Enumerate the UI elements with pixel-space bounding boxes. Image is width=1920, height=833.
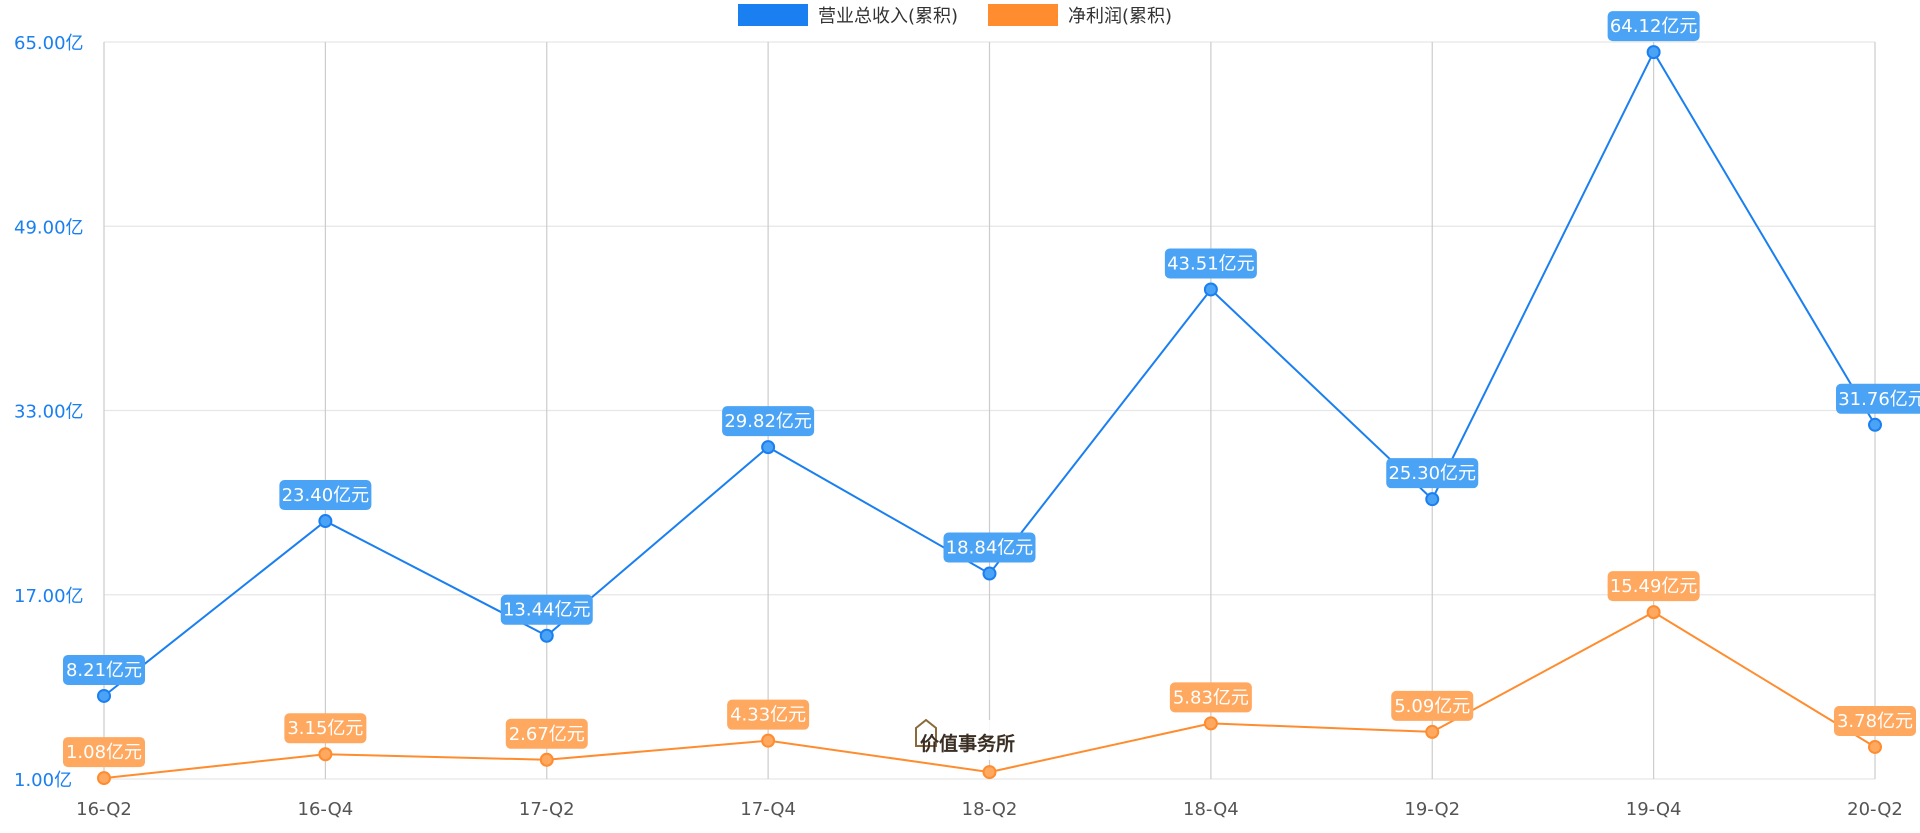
legend-label: 净利润(累积) bbox=[1068, 6, 1172, 27]
data-point bbox=[761, 440, 776, 455]
data-label-box bbox=[500, 594, 593, 625]
data-label-box bbox=[722, 406, 815, 437]
data-point bbox=[318, 747, 333, 762]
data-point bbox=[1203, 716, 1218, 731]
data-label: 4.33亿元 bbox=[730, 705, 806, 726]
data-point bbox=[1425, 724, 1440, 739]
watermark: 价值事务所 bbox=[910, 718, 1022, 760]
data-label-box bbox=[63, 654, 145, 685]
data-label: 2.67亿元 bbox=[509, 724, 585, 745]
y-tick-label: 65.00亿 bbox=[14, 33, 84, 54]
data-label: 13.44亿元 bbox=[503, 600, 591, 621]
x-tick-label: 20-Q2 bbox=[1847, 799, 1903, 820]
data-point bbox=[1646, 605, 1661, 620]
x-tick-label: 16-Q2 bbox=[76, 799, 132, 820]
house-icon bbox=[915, 718, 937, 747]
data-point bbox=[539, 628, 554, 643]
data-point bbox=[1646, 45, 1661, 60]
watermark-background bbox=[910, 720, 1022, 760]
data-label: 64.12亿元 bbox=[1610, 16, 1698, 37]
legend-swatch bbox=[988, 4, 1058, 26]
data-label-box bbox=[1836, 383, 1920, 414]
y-tick-label: 49.00亿 bbox=[14, 217, 84, 238]
x-tick-label: 17-Q2 bbox=[519, 799, 575, 820]
y-tick-label: 33.00亿 bbox=[14, 402, 84, 423]
data-label-box bbox=[1169, 682, 1252, 713]
x-axis: 16-Q2 16-Q4 17-Q2 17-Q4 18-Q2 18-Q4 19-Q2 19-Q4… bbox=[76, 799, 1903, 820]
watermark-text: 价值事务所 bbox=[920, 732, 1015, 755]
y-tick-label: 1.00亿 bbox=[14, 770, 72, 791]
data-label-box bbox=[1391, 690, 1474, 721]
x-tick-label: 19-Q2 bbox=[1404, 799, 1460, 820]
x-tick-label: 18-Q2 bbox=[962, 799, 1018, 820]
legend-swatch bbox=[738, 4, 808, 26]
x-tick-label: 19-Q4 bbox=[1626, 799, 1682, 820]
data-label-box bbox=[505, 718, 588, 749]
data-label-box bbox=[727, 699, 810, 730]
data-label-box bbox=[279, 480, 372, 511]
data-point bbox=[982, 566, 997, 581]
data-label: 25.30亿元 bbox=[1388, 463, 1476, 484]
data-point bbox=[97, 771, 111, 786]
x-tick-label: 17-Q4 bbox=[740, 799, 796, 820]
data-label-box bbox=[1607, 571, 1700, 602]
data-label: 18.84亿元 bbox=[946, 538, 1034, 559]
series-layer: 8.21亿元 23.40亿元 13.44亿元 29.82亿元 18.84亿元 43.51亿… bbox=[63, 11, 1920, 786]
data-label-box bbox=[943, 532, 1036, 563]
data-label-box bbox=[1386, 458, 1479, 489]
data-label: 5.83亿元 bbox=[1173, 687, 1249, 708]
data-label-box bbox=[1834, 705, 1916, 736]
data-label: 31.76亿元 bbox=[1838, 389, 1920, 410]
data-point bbox=[539, 752, 554, 767]
data-label: 8.21亿元 bbox=[66, 660, 142, 681]
data-point bbox=[97, 688, 111, 703]
grid bbox=[103, 41, 1876, 780]
data-label: 3.78亿元 bbox=[1837, 711, 1913, 732]
data-label-box bbox=[1164, 248, 1257, 279]
y-tick-label: 17.00亿 bbox=[14, 586, 84, 607]
data-point bbox=[1425, 492, 1440, 507]
data-label: 29.82亿元 bbox=[724, 411, 812, 432]
data-label: 1.08亿元 bbox=[66, 742, 142, 763]
data-label: 15.49亿元 bbox=[1610, 576, 1698, 597]
data-label: 43.51亿元 bbox=[1167, 253, 1255, 274]
data-point bbox=[1868, 739, 1882, 754]
data-point bbox=[761, 733, 776, 748]
legend: 营业总收入(累积) 净利润(累积) bbox=[738, 4, 1172, 27]
data-label: 5.09亿元 bbox=[1394, 696, 1470, 717]
data-label: 3.15亿元 bbox=[287, 718, 363, 739]
x-tick-label: 16-Q4 bbox=[298, 799, 354, 820]
y-axis: 1.00亿 17.00亿 33.00亿 49.00亿 65.00亿 bbox=[14, 33, 84, 791]
data-point bbox=[1868, 417, 1882, 432]
data-label: 23.40亿元 bbox=[282, 485, 370, 506]
data-point bbox=[982, 765, 997, 780]
data-label-box bbox=[1607, 11, 1700, 42]
data-label-box bbox=[63, 737, 145, 768]
legend-label: 营业总收入(累积) bbox=[818, 6, 958, 27]
x-tick-label: 18-Q4 bbox=[1183, 799, 1239, 820]
data-point bbox=[318, 514, 333, 529]
data-label-box bbox=[284, 713, 367, 744]
data-point bbox=[1203, 282, 1218, 297]
